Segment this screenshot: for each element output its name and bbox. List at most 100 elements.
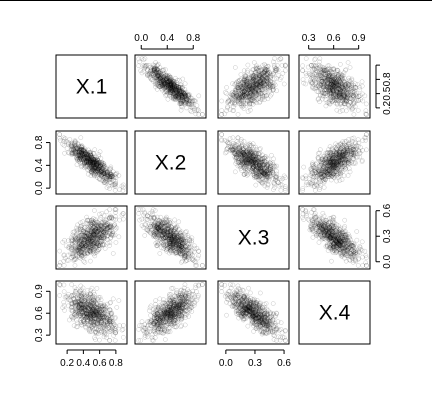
panel-x3-x2 bbox=[134, 205, 207, 270]
data-point bbox=[196, 112, 201, 117]
data-point bbox=[163, 84, 169, 90]
data-point bbox=[178, 82, 184, 87]
data-point bbox=[183, 97, 189, 103]
data-point bbox=[167, 85, 173, 91]
data-point bbox=[153, 60, 158, 65]
data-point bbox=[178, 97, 184, 103]
data-point bbox=[177, 95, 183, 100]
data-point bbox=[164, 74, 169, 80]
data-point bbox=[175, 93, 181, 99]
data-point bbox=[172, 83, 177, 89]
data-point bbox=[180, 92, 185, 98]
data-point bbox=[278, 188, 284, 193]
data-point bbox=[168, 83, 173, 89]
data-point bbox=[182, 81, 188, 87]
data-point bbox=[162, 80, 168, 86]
data-point bbox=[165, 85, 170, 91]
data-point bbox=[152, 65, 158, 71]
data-point bbox=[158, 76, 164, 81]
data-point bbox=[142, 222, 148, 228]
data-point bbox=[163, 76, 169, 82]
data-point bbox=[170, 78, 175, 84]
data-point bbox=[187, 101, 193, 107]
data-point bbox=[166, 90, 172, 96]
data-point bbox=[155, 61, 161, 67]
data-point bbox=[175, 88, 181, 93]
data-point bbox=[171, 78, 177, 84]
data-point bbox=[157, 81, 163, 87]
data-point bbox=[174, 79, 180, 85]
data-point bbox=[157, 251, 163, 256]
data-point bbox=[178, 89, 184, 94]
data-point bbox=[171, 82, 177, 88]
data-point bbox=[74, 162, 80, 168]
data-point bbox=[163, 82, 169, 87]
data-point bbox=[168, 91, 174, 97]
data-point bbox=[186, 92, 191, 98]
data-point bbox=[168, 80, 173, 86]
data-point bbox=[154, 63, 160, 69]
data-point bbox=[351, 112, 357, 117]
data-point bbox=[177, 94, 182, 100]
data-point bbox=[160, 80, 166, 85]
data-point bbox=[156, 84, 162, 89]
data-point bbox=[303, 56, 309, 61]
data-point bbox=[230, 135, 236, 141]
data-point bbox=[174, 89, 179, 95]
data-point bbox=[161, 80, 167, 86]
data-point bbox=[158, 71, 164, 77]
data-point bbox=[165, 82, 171, 87]
data-point bbox=[146, 63, 152, 68]
data-point bbox=[167, 79, 173, 85]
data-point bbox=[193, 98, 198, 104]
data-point bbox=[179, 101, 185, 106]
data-point bbox=[179, 97, 185, 103]
data-point bbox=[180, 95, 185, 100]
data-point bbox=[142, 63, 148, 68]
data-point bbox=[151, 72, 157, 78]
data-point bbox=[148, 67, 154, 73]
data-point bbox=[172, 87, 178, 93]
data-point bbox=[171, 80, 177, 86]
data-point bbox=[104, 209, 109, 215]
data-point bbox=[162, 73, 168, 79]
data-point bbox=[189, 109, 194, 115]
data-point bbox=[168, 81, 174, 87]
data-point bbox=[154, 77, 160, 83]
data-point bbox=[157, 76, 163, 82]
data-point bbox=[176, 85, 182, 90]
data-point bbox=[154, 67, 159, 73]
data-point bbox=[161, 74, 167, 80]
data-point bbox=[154, 79, 160, 84]
data-point bbox=[151, 67, 157, 72]
data-point bbox=[174, 95, 179, 100]
data-point bbox=[151, 69, 157, 75]
data-point bbox=[170, 80, 176, 86]
data-point bbox=[187, 98, 192, 104]
data-point bbox=[173, 88, 178, 94]
data-point bbox=[257, 75, 263, 81]
data-point bbox=[92, 147, 98, 153]
data-point bbox=[161, 81, 167, 86]
data-point bbox=[157, 76, 163, 81]
data-point bbox=[244, 79, 250, 85]
data-point bbox=[196, 108, 202, 114]
data-point bbox=[182, 99, 188, 105]
data-point bbox=[154, 74, 160, 80]
top-border-line bbox=[0, 0, 432, 1]
data-point bbox=[154, 75, 160, 81]
data-point bbox=[173, 95, 179, 101]
data-point bbox=[230, 95, 236, 100]
data-point bbox=[148, 76, 154, 82]
data-point bbox=[161, 75, 166, 81]
data-point bbox=[158, 77, 164, 82]
data-point bbox=[185, 94, 191, 100]
data-point bbox=[172, 84, 177, 90]
data-point bbox=[160, 73, 165, 79]
data-point bbox=[169, 85, 175, 90]
data-point bbox=[166, 79, 172, 84]
data-point bbox=[171, 92, 177, 98]
data-point bbox=[186, 101, 191, 106]
data-point bbox=[183, 94, 188, 100]
data-point bbox=[176, 87, 182, 92]
